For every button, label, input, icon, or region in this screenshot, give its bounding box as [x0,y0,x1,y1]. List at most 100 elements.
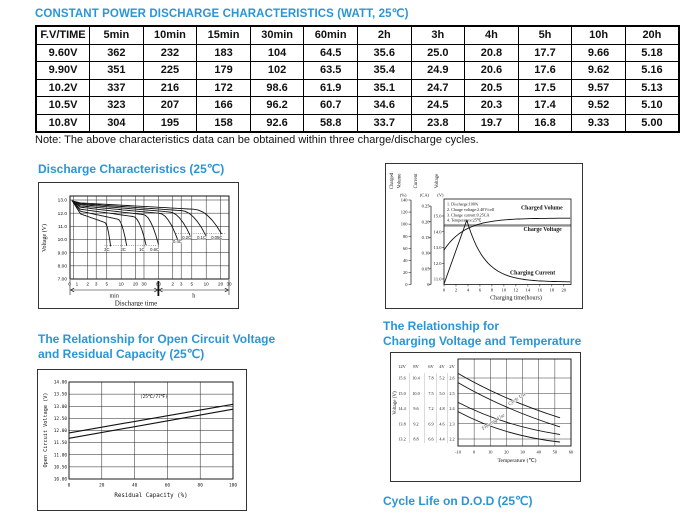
svg-text:20: 20 [403,270,408,275]
table-cell: 20.6 [464,61,519,80]
svg-text:10.4: 10.4 [412,376,420,381]
ocv-vs-capacity-figure: 14.00 13.50 13.00 12.50 12.00 11.50 11.00 10.50… [37,369,247,511]
table-cell: 166 [196,96,251,115]
table-cell: 25.0 [410,43,466,62]
table-cell: 5.16 [624,61,680,80]
svg-text:14.4: 14.4 [398,406,406,411]
svg-text:6.9: 6.9 [428,421,433,426]
svg-text:4: 4 [467,288,470,293]
table-cell: 64.5 [303,43,358,62]
table-cell: 102 [249,61,305,80]
table-cell: 20.8 [464,43,519,62]
table-cell: 225 [142,61,198,80]
svg-text:Voltage (V): Voltage (V) [393,391,398,415]
table-row: 9.90V 351 225 179 102 63.5 35.4 24.9 20.6 17.6 9.6… [35,61,680,80]
svg-text:5.0: 5.0 [439,391,444,396]
svg-text:1C: 1C [139,247,144,252]
svg-text:12.0: 12.0 [58,211,68,217]
svg-text:Voltage: Voltage [435,174,440,189]
svg-text:0.2C: 0.2C [182,235,191,240]
table-row: 9.60V 362 232 183 104 64.5 35.6 25.0 20.8 17.7 9.6… [35,43,680,62]
svg-text:0: 0 [443,288,446,293]
svg-text:0: 0 [68,483,71,489]
svg-text:10: 10 [204,282,210,287]
svg-text:3: 3 [95,282,98,287]
svg-text:5: 5 [106,282,109,287]
svg-text:13.0: 13.0 [434,245,443,250]
svg-text:6: 6 [479,288,482,293]
table-cell: 5.00 [624,113,680,133]
table-cell: 17.7 [517,43,573,62]
svg-text:2.3: 2.3 [449,421,454,426]
svg-text:7.8: 7.8 [428,376,433,381]
svg-text:7.00: 7.00 [58,277,68,283]
svg-text:6V: 6V [428,364,434,369]
svg-text:6.6: 6.6 [428,437,433,442]
table-cell: 17.6 [517,61,573,80]
table-cell: 337 [89,78,144,97]
svg-text:9.00: 9.00 [58,250,68,256]
svg-text:Charged Volume: Charged Volume [521,206,563,212]
table-cell: 207 [142,96,198,115]
svg-text:16: 16 [538,288,543,293]
table-cell: 9.52 [571,96,626,115]
svg-text:0.25: 0.25 [422,204,431,209]
svg-text:80: 80 [403,234,408,239]
table-cell: 34.6 [356,96,412,115]
ocv-chart-title-line2: and Residual Capacity (25℃) [38,347,205,361]
svg-text:13.8: 13.8 [398,421,405,426]
svg-text:Residual Capacity (%): Residual Capacity (%) [114,493,187,499]
svg-text:Temperature (℃): Temperature (℃) [498,457,537,464]
table-cell: 10.8V [35,113,91,133]
svg-text:-10: -10 [455,450,462,455]
discharge-chart-title: Discharge Characteristics (25℃) [38,162,225,176]
charging-voltage-temp-title: The Relationship for Charging Voltage an… [383,319,581,349]
svg-text:8.00: 8.00 [58,264,68,270]
svg-text:1: 1 [76,282,79,287]
svg-text:Volume: Volume [398,174,403,189]
table-cell: 9.90V [35,61,91,80]
svg-text:14: 14 [526,288,531,293]
table-cell: 17.5 [517,78,573,97]
table-cell: 20.3 [464,96,519,115]
table-col-header: 5h [517,25,573,45]
svg-text:1. Discharge:100%: 1. Discharge:100% [447,202,479,207]
table-cell: 5.13 [624,78,680,97]
table-cell: 19.7 [464,113,519,133]
svg-text:8V: 8V [413,364,419,369]
svg-text:2V: 2V [449,364,455,369]
table-col-header: 20h [624,25,680,45]
charging-voltage-temp-figure: 12V 15.6 15.0 14.4 13.8 13.2 8V 10.4 10.0 9.6 9.2 8… [390,352,581,482]
svg-text:120: 120 [401,210,409,215]
charging-voltage-temp-title-line2: Charging Voltage and Temperature [383,334,582,348]
svg-text:Voltage (V): Voltage (V) [41,224,48,252]
charge-characteristics-chart: 1401201008060402000.250.200.150.100.0501… [390,172,572,302]
svg-text:50: 50 [553,450,558,455]
svg-text:0.05: 0.05 [422,266,431,271]
svg-text:0.10: 0.10 [422,251,431,256]
svg-text:11.50: 11.50 [54,440,68,446]
svg-text:20: 20 [133,282,139,287]
svg-text:60: 60 [569,450,574,455]
svg-text:12: 12 [514,288,519,293]
svg-text:0.6C: 0.6C [150,247,159,252]
discharge-table: F.V/TIME 5min 10min 15min 30min 60min 2h 3h 4h 5h… [35,25,680,133]
svg-text:10.0: 10.0 [58,237,68,243]
svg-text:2: 2 [86,282,89,287]
table-cell: 158 [196,113,251,133]
table-row: 10.8V 304 195 158 92.6 58.8 33.7 23.8 19.7 16.8 9.… [35,113,680,133]
svg-text:3C: 3C [104,247,109,252]
svg-text:3: 3 [180,282,183,287]
table-row: 10.2V 337 216 172 98.6 61.9 35.1 24.7 20.5 17.5 9.… [35,78,680,97]
svg-text:3. Charge current:0.25CA: 3. Charge current:0.25CA [447,212,489,217]
svg-text:18: 18 [550,288,555,293]
svg-text:20: 20 [504,450,509,455]
svg-text:0: 0 [473,450,476,455]
table-cell: 33.7 [356,113,412,133]
table-col-header: 30min [249,25,305,45]
svg-text:0: 0 [427,282,430,287]
table-cell: 351 [89,61,144,80]
svg-text:13.00: 13.00 [54,404,68,410]
svg-text:0.05C: 0.05C [211,235,222,240]
svg-text:Current: Current [414,173,419,188]
